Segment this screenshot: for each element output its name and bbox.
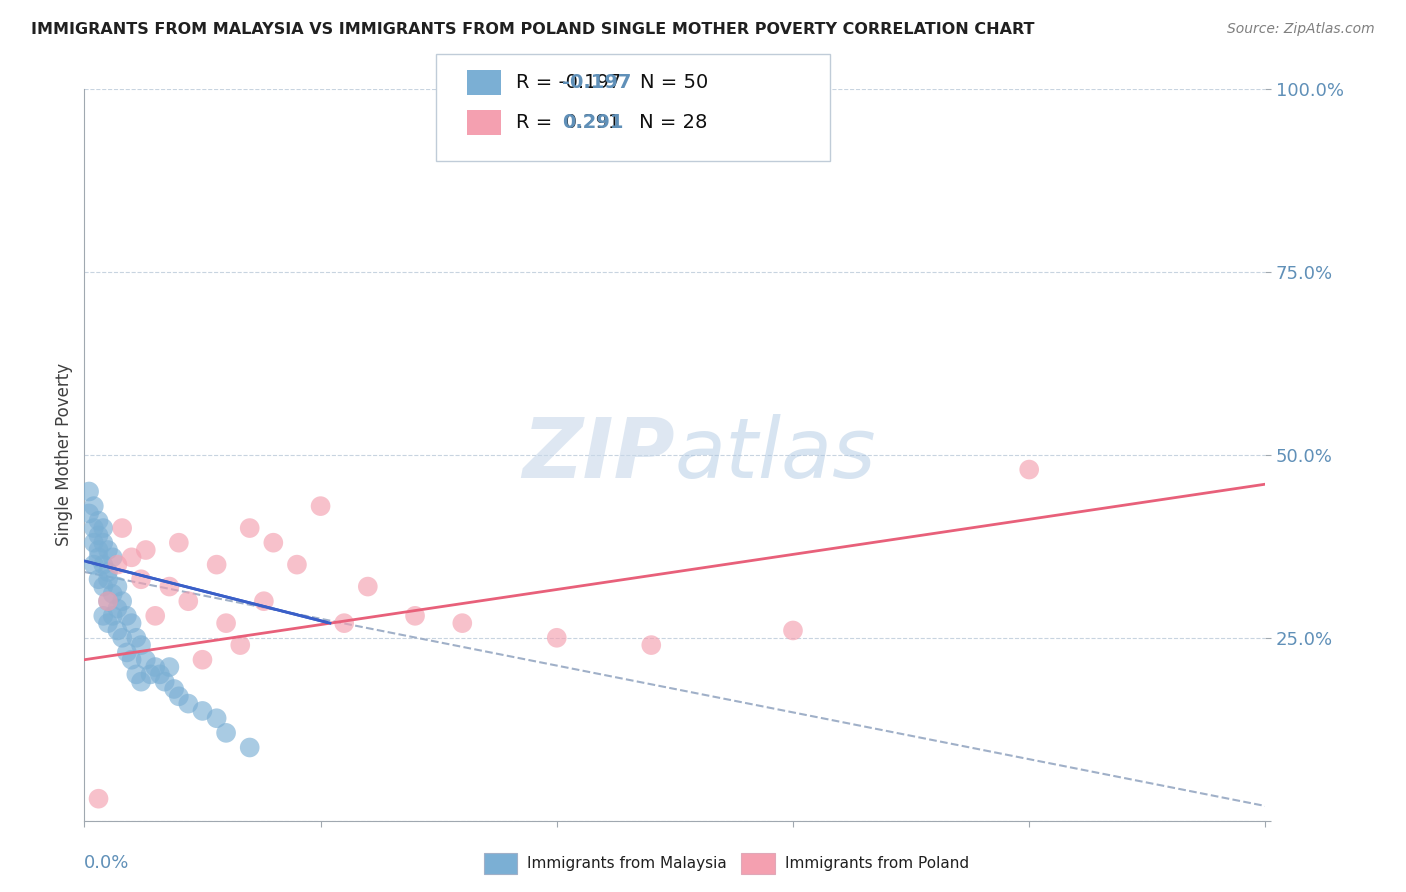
Point: [83, 558, 105, 572]
Point: [143, 608, 166, 623]
Point: [451, 616, 474, 631]
Point: [97, 565, 120, 579]
Point: [357, 580, 380, 594]
Point: [97, 543, 120, 558]
Point: [111, 594, 134, 608]
Point: [91, 521, 114, 535]
Point: [87, 550, 110, 565]
Point: [129, 572, 152, 586]
Text: R = -0.197   N = 50: R = -0.197 N = 50: [516, 73, 709, 93]
Point: [107, 580, 129, 594]
Point: [135, 653, 157, 667]
Point: [77, 507, 100, 521]
Y-axis label: Single Mother Poverty: Single Mother Poverty: [55, 363, 73, 547]
Point: [91, 558, 114, 572]
Point: [121, 616, 143, 631]
Point: [87, 572, 110, 586]
Point: [262, 535, 284, 549]
Point: [129, 638, 152, 652]
Point: [91, 608, 114, 623]
Point: [143, 660, 166, 674]
Point: [285, 558, 308, 572]
Point: [309, 499, 332, 513]
Point: [125, 631, 148, 645]
Point: [83, 499, 105, 513]
Point: [640, 638, 662, 652]
Point: [546, 631, 568, 645]
Point: [215, 726, 238, 740]
Point: [111, 631, 134, 645]
Point: [97, 616, 120, 631]
Text: ZIP: ZIP: [522, 415, 675, 495]
Point: [97, 572, 120, 586]
Point: [167, 535, 190, 549]
Point: [157, 580, 180, 594]
Point: [125, 667, 148, 681]
Text: -0.197: -0.197: [562, 73, 631, 93]
Point: [107, 558, 129, 572]
Point: [121, 653, 143, 667]
Text: R =  0.291   N = 28: R = 0.291 N = 28: [516, 112, 707, 132]
Point: [101, 608, 124, 623]
Point: [87, 528, 110, 542]
Point: [404, 608, 426, 623]
Text: IMMIGRANTS FROM MALAYSIA VS IMMIGRANTS FROM POLAND SINGLE MOTHER POVERTY CORRELA: IMMIGRANTS FROM MALAYSIA VS IMMIGRANTS F…: [31, 22, 1035, 37]
Point: [157, 660, 180, 674]
Point: [191, 653, 214, 667]
Point: [97, 594, 120, 608]
Point: [121, 550, 143, 565]
Point: [111, 521, 134, 535]
Point: [215, 616, 238, 631]
Point: [177, 594, 200, 608]
Point: [87, 791, 110, 805]
Point: [107, 601, 129, 615]
Point: [191, 704, 214, 718]
Text: Immigrants from Poland: Immigrants from Poland: [785, 856, 969, 871]
Point: [149, 667, 172, 681]
Point: [87, 543, 110, 558]
Point: [97, 594, 120, 608]
Point: [101, 550, 124, 565]
Text: 0.291: 0.291: [562, 112, 624, 132]
Text: Immigrants from Malaysia: Immigrants from Malaysia: [527, 856, 727, 871]
Point: [115, 645, 138, 659]
Point: [253, 594, 276, 608]
Point: [91, 580, 114, 594]
Text: atlas: atlas: [675, 415, 876, 495]
Point: [83, 535, 105, 549]
Point: [87, 514, 110, 528]
Text: Source: ZipAtlas.com: Source: ZipAtlas.com: [1227, 22, 1375, 37]
Point: [239, 740, 262, 755]
Point: [163, 681, 186, 696]
Point: [135, 543, 157, 558]
Point: [115, 608, 138, 623]
Point: [1018, 462, 1040, 476]
Point: [782, 624, 804, 638]
Point: [153, 674, 176, 689]
Point: [229, 638, 252, 652]
Point: [83, 521, 105, 535]
Point: [205, 558, 228, 572]
Point: [139, 667, 162, 681]
Point: [239, 521, 262, 535]
Point: [333, 616, 356, 631]
Point: [107, 624, 129, 638]
Point: [77, 484, 100, 499]
Point: [177, 697, 200, 711]
Point: [91, 535, 114, 549]
Text: 0.0%: 0.0%: [84, 854, 129, 871]
Point: [205, 711, 228, 725]
Point: [129, 674, 152, 689]
Point: [101, 587, 124, 601]
Point: [167, 690, 190, 704]
